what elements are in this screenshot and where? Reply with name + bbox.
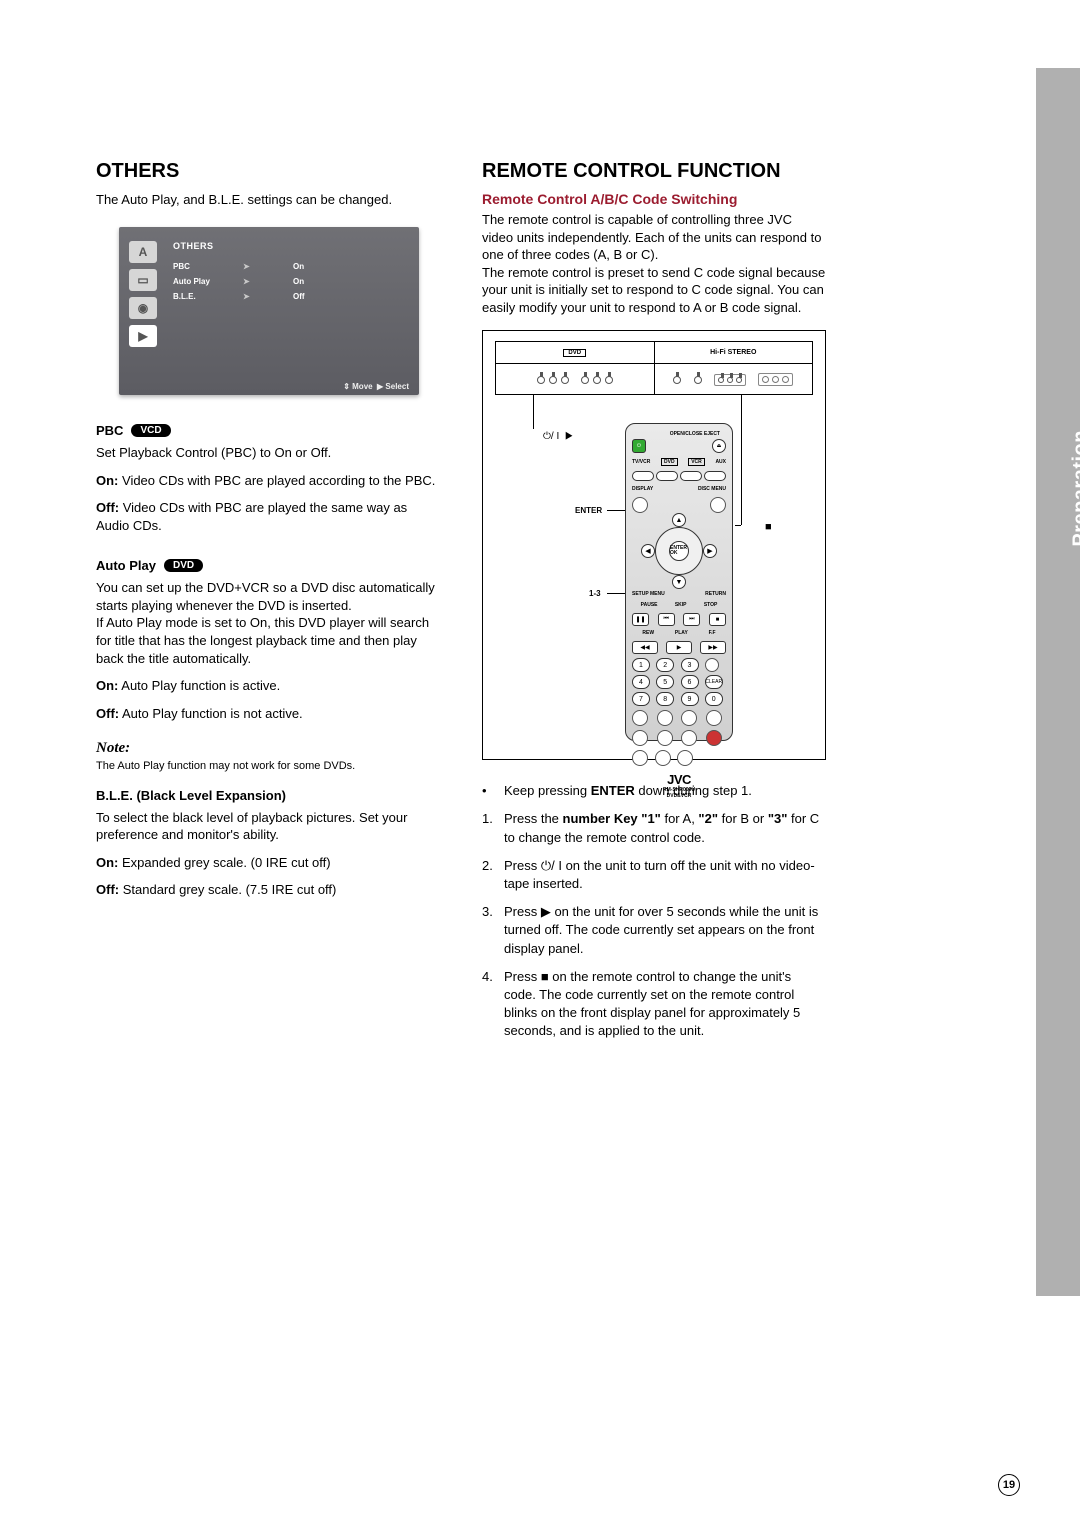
menu-title: OTHERS xyxy=(173,241,403,251)
down-button: ▼ xyxy=(672,575,686,589)
program-button xyxy=(705,658,719,672)
tvvcr-button xyxy=(632,471,654,481)
up-button: ▲ xyxy=(672,513,686,527)
pbc-on: On: Video CDs with PBC are played accord… xyxy=(96,472,442,490)
next-button: ⏭ xyxy=(683,613,700,626)
prev-button: ⏮ xyxy=(658,613,675,626)
ble-p1: To select the black level of playback pi… xyxy=(96,809,442,844)
num-6: 6 xyxy=(681,675,699,689)
page-number: 19 xyxy=(998,1474,1020,1496)
dvd-slot: DVD xyxy=(496,342,655,363)
num-3: 3 xyxy=(681,658,699,672)
aux-button xyxy=(704,471,726,481)
dpad: ▲ ▼ ◀ ▶ ENTER OK xyxy=(643,515,715,587)
ble-on: On: Expanded grey scale. (0 IRE cut off) xyxy=(96,854,442,872)
left-column: OTHERS The Auto Play, and B.L.E. setting… xyxy=(96,160,442,1051)
num-9: 9 xyxy=(681,692,699,706)
num-2: 2 xyxy=(656,658,674,672)
callout-stop: ■ xyxy=(765,521,772,533)
step-2: 2.Press ⏻/ I on the unit to turn off the… xyxy=(482,857,826,893)
right-button: ▶ xyxy=(703,544,717,558)
power-label: ⏻/ I ▶ xyxy=(543,431,573,442)
jacks-right xyxy=(655,364,813,395)
remote-p1: The remote control is capable of control… xyxy=(482,211,826,264)
ff-button: ▶▶ xyxy=(700,641,726,654)
num-5: 5 xyxy=(656,675,674,689)
function-row xyxy=(632,730,726,746)
remote-illustration: DVD Hi-Fi STEREO ⏻/ I ▶ ENTER 1-3 ■ OPEN… xyxy=(482,330,826,760)
step-4: 4.Press ■ on the remote control to chang… xyxy=(482,968,826,1041)
onscreen-menu: A ▭ ◉ ▶ OTHERS PBC➤On Auto Play➤On B.L.E… xyxy=(119,227,419,395)
menu-row: PBC➤On xyxy=(173,259,403,274)
num-1: 1 xyxy=(632,658,650,672)
pbc-head: PBC VCD xyxy=(96,423,442,438)
num-0: 0 xyxy=(705,692,723,706)
function-row xyxy=(632,710,726,726)
menu-row: B.L.E.➤Off xyxy=(173,289,403,304)
function-row xyxy=(632,750,696,766)
others-intro: The Auto Play, and B.L.E. settings can b… xyxy=(96,191,442,209)
lang-icon: A xyxy=(129,241,157,263)
ble-head: B.L.E. (Black Level Expansion) xyxy=(96,788,442,803)
remote-subhead: Remote Control A/B/C Code Switching xyxy=(482,191,826,207)
play-button: ▶ xyxy=(666,641,692,654)
note-head: Note: xyxy=(96,740,442,757)
dvd-button xyxy=(656,471,678,481)
steps-list: •Keep pressing ENTER down during step 1.… xyxy=(482,782,826,1040)
model-sub: DVD&VCR xyxy=(632,793,726,799)
left-button: ◀ xyxy=(641,544,655,558)
callout-line xyxy=(533,395,534,429)
callout-line xyxy=(741,395,742,525)
audio-icon: ◉ xyxy=(129,297,157,319)
others-heading: OTHERS xyxy=(96,160,442,183)
callout-13: 1-3 xyxy=(589,589,601,598)
menu-row: Auto Play➤On xyxy=(173,274,403,289)
right-column: REMOTE CONTROL FUNCTION Remote Control A… xyxy=(482,160,826,1051)
brand-logo: JVC xyxy=(632,772,726,787)
num-8: 8 xyxy=(656,692,674,706)
rew-button: ◀◀ xyxy=(632,641,658,654)
device-front: DVD Hi-Fi STEREO xyxy=(495,341,813,395)
autoplay-head: Auto Play DVD xyxy=(96,558,442,573)
dvd-badge: DVD xyxy=(164,559,203,572)
autoplay-p2: If Auto Play mode is set to On, this DVD… xyxy=(96,614,442,667)
num-4: 4 xyxy=(632,675,650,689)
autoplay-on: On: Auto Play function is active. xyxy=(96,677,442,695)
jacks-left xyxy=(496,364,655,395)
number-pad: 123 456 CLEAR 7890 xyxy=(632,658,726,706)
step-3: 3.Press ▶ on the unit for over 5 seconds… xyxy=(482,903,826,958)
clear-button: CLEAR xyxy=(705,675,723,689)
vcd-badge: VCD xyxy=(131,424,170,437)
autoplay-off: Off: Auto Play function is not active. xyxy=(96,705,442,723)
others-icon: ▶ xyxy=(129,325,157,347)
pbc-off: Off: Video CDs with PBC are played the s… xyxy=(96,499,442,534)
remote-p2: The remote control is preset to send C c… xyxy=(482,264,826,317)
eject-button: ⏏ xyxy=(712,439,726,453)
hifi-label: Hi-Fi STEREO xyxy=(655,342,813,363)
remote-heading: REMOTE CONTROL FUNCTION xyxy=(482,160,826,183)
display-icon: ▭ xyxy=(129,269,157,291)
pbc-desc: Set Playback Control (PBC) to On or Off. xyxy=(96,444,442,462)
autoplay-p1: You can set up the DVD+VCR so a DVD disc… xyxy=(96,579,442,614)
callout-enter: ENTER xyxy=(575,506,602,515)
ble-off: Off: Standard grey scale. (7.5 IRE cut o… xyxy=(96,881,442,899)
num-7: 7 xyxy=(632,692,650,706)
pause-button: ❚❚ xyxy=(632,613,649,626)
remote-body: OPEN/CLOSE EJECT ⏻ ⏏ TV/VCRDVDVCRAUX DIS… xyxy=(625,423,733,741)
discmenu-button xyxy=(710,497,726,513)
power-button: ⏻ xyxy=(632,439,646,453)
vcr-button xyxy=(680,471,702,481)
stop-button: ■ xyxy=(709,613,726,626)
menu-footer: ⇕ Move ▶ Select xyxy=(343,382,409,391)
callout-line xyxy=(735,525,741,526)
display-button xyxy=(632,497,648,513)
step-1: 1.Press the number Key "1" for A, "2" fo… xyxy=(482,810,826,846)
note-body: The Auto Play function may not work for … xyxy=(96,759,442,773)
